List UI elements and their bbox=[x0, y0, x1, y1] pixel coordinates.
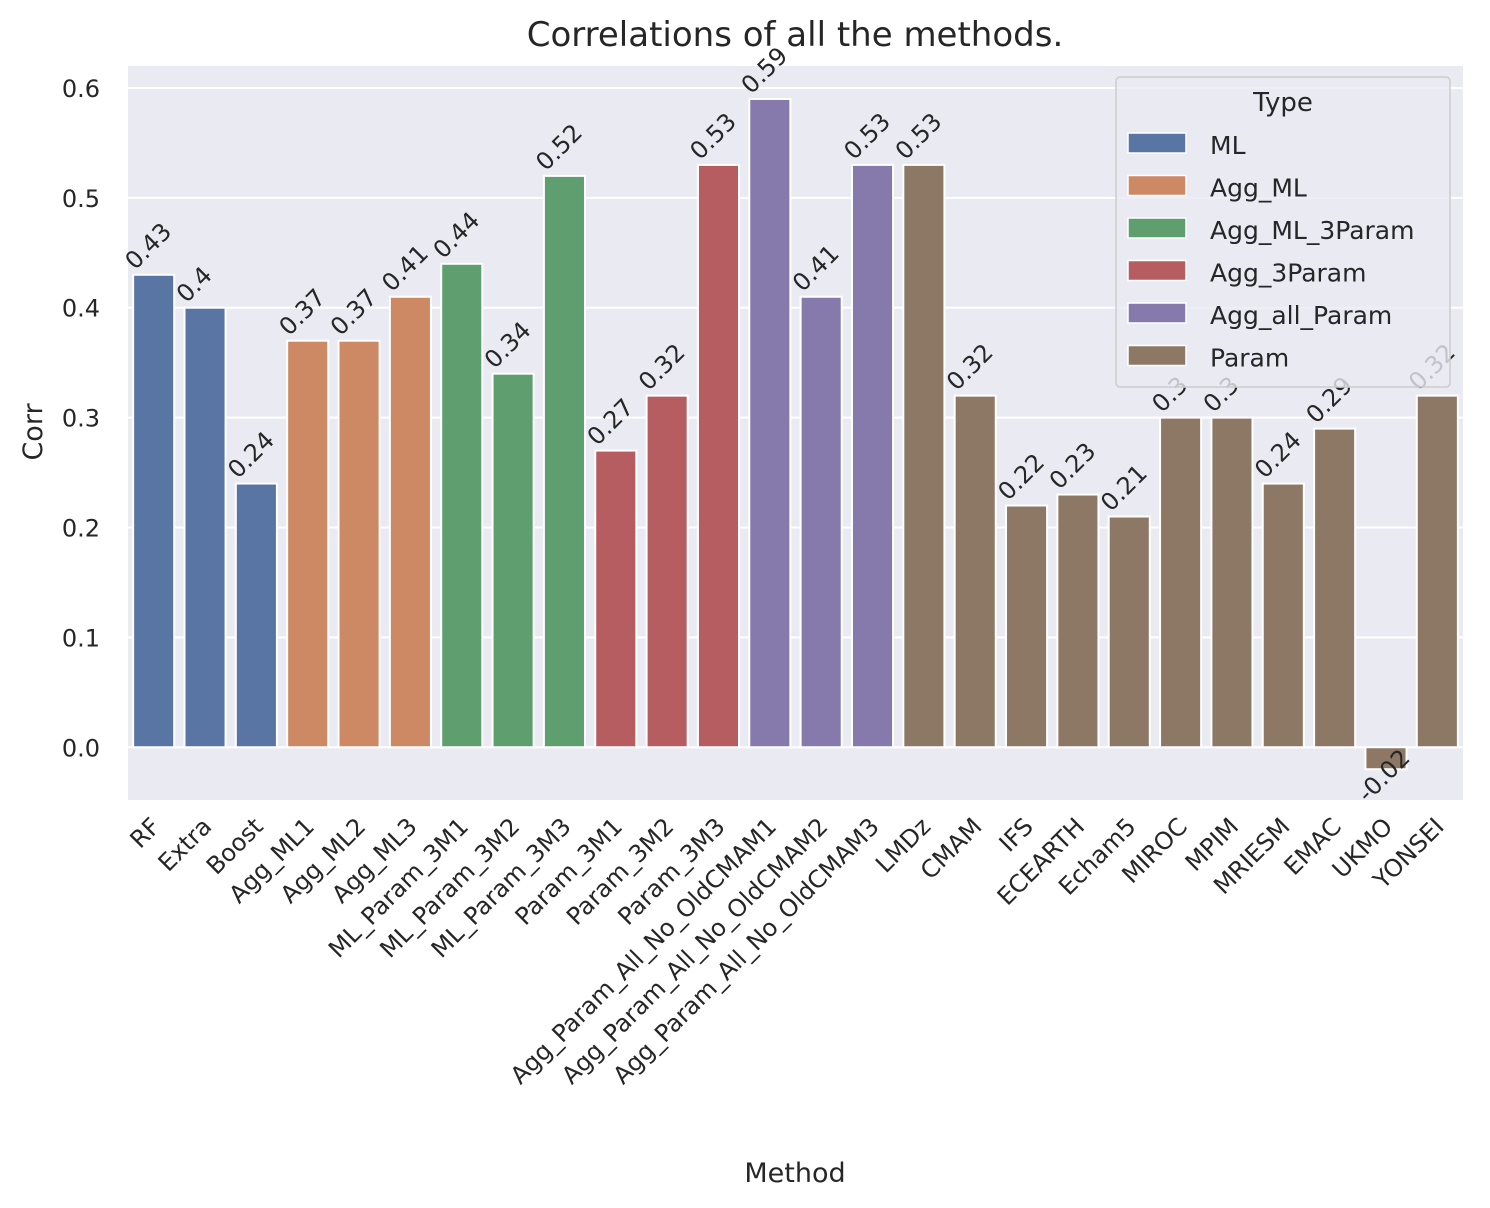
y-tick-label: 0.2 bbox=[62, 514, 100, 542]
bar-extra bbox=[183, 306, 227, 749]
legend-label: Agg_ML_3Param bbox=[1210, 216, 1414, 245]
bar-agg_ml2 bbox=[337, 339, 381, 749]
legend-title: Type bbox=[1252, 88, 1313, 118]
legend-swatch bbox=[1127, 217, 1187, 239]
y-axis-label: Corr bbox=[18, 403, 49, 461]
bar-ml_param_3m1 bbox=[440, 262, 484, 749]
y-tick-label: 0.0 bbox=[62, 734, 100, 762]
legend-label: Param bbox=[1210, 344, 1289, 373]
bar-agg_param_all_no_oldcmam3 bbox=[850, 163, 895, 749]
bar-boost bbox=[234, 482, 278, 749]
bar-agg_ml3 bbox=[388, 295, 432, 749]
legend-label: Agg_all_Param bbox=[1210, 301, 1392, 330]
bar-echam5 bbox=[1107, 515, 1151, 749]
bar-miroc bbox=[1159, 416, 1203, 749]
bar-yonsei bbox=[1415, 394, 1459, 749]
legend-box bbox=[1115, 76, 1451, 388]
bar-param_3m2 bbox=[645, 394, 689, 749]
y-tick-label: 0.6 bbox=[62, 75, 100, 103]
bar-mpim bbox=[1210, 416, 1254, 749]
y-tick-label: 0.3 bbox=[62, 405, 100, 433]
legend-swatch bbox=[1127, 174, 1187, 197]
legend-swatch bbox=[1127, 132, 1187, 154]
bar-cmam bbox=[953, 394, 997, 749]
chart-title: Correlations of all the methods. bbox=[527, 15, 1064, 55]
bar-ifs bbox=[1005, 504, 1049, 749]
bar-rf bbox=[132, 273, 176, 749]
y-tick-label: 0.1 bbox=[62, 624, 100, 652]
legend-swatch bbox=[1127, 344, 1187, 367]
legend-swatch bbox=[1127, 302, 1187, 324]
legend-items: ML Agg_ML Agg_ML_3Param Agg_3Param Agg_all_P… bbox=[1127, 131, 1414, 373]
y-axis-ticks: 0.0 0.1 0.2 0.3 0.4 0.5 0.6 bbox=[62, 75, 100, 762]
legend-label: Agg_ML bbox=[1210, 174, 1307, 203]
legend-label: Agg_3Param bbox=[1210, 259, 1366, 288]
bar-emac bbox=[1313, 427, 1357, 749]
bars bbox=[132, 97, 1459, 771]
bar-ecearth bbox=[1056, 493, 1100, 749]
y-tick-label: 0.4 bbox=[62, 295, 100, 323]
bar-ukmo bbox=[1364, 746, 1408, 771]
bar-lmdz bbox=[902, 163, 946, 749]
bar-agg_param_all_no_oldcmam1 bbox=[748, 97, 792, 749]
bar-param_3m3 bbox=[696, 163, 741, 749]
legend: Type ML Agg_ML Agg_ML_3Param Agg_3Param Agg_… bbox=[1115, 76, 1451, 388]
legend-swatch bbox=[1127, 259, 1187, 282]
bar-mriesm bbox=[1261, 482, 1305, 749]
bar-agg_param_all_no_oldcmam2 bbox=[799, 295, 843, 749]
bar-ml_param_3m2 bbox=[491, 372, 535, 749]
bar-agg_ml1 bbox=[286, 339, 330, 749]
y-tick-label: 0.5 bbox=[62, 185, 100, 213]
bar-ml_param_3m3 bbox=[542, 174, 586, 749]
bar-param_3m1 bbox=[594, 449, 638, 749]
x-axis-label: Method bbox=[744, 1158, 845, 1189]
legend-label: ML bbox=[1210, 131, 1246, 160]
